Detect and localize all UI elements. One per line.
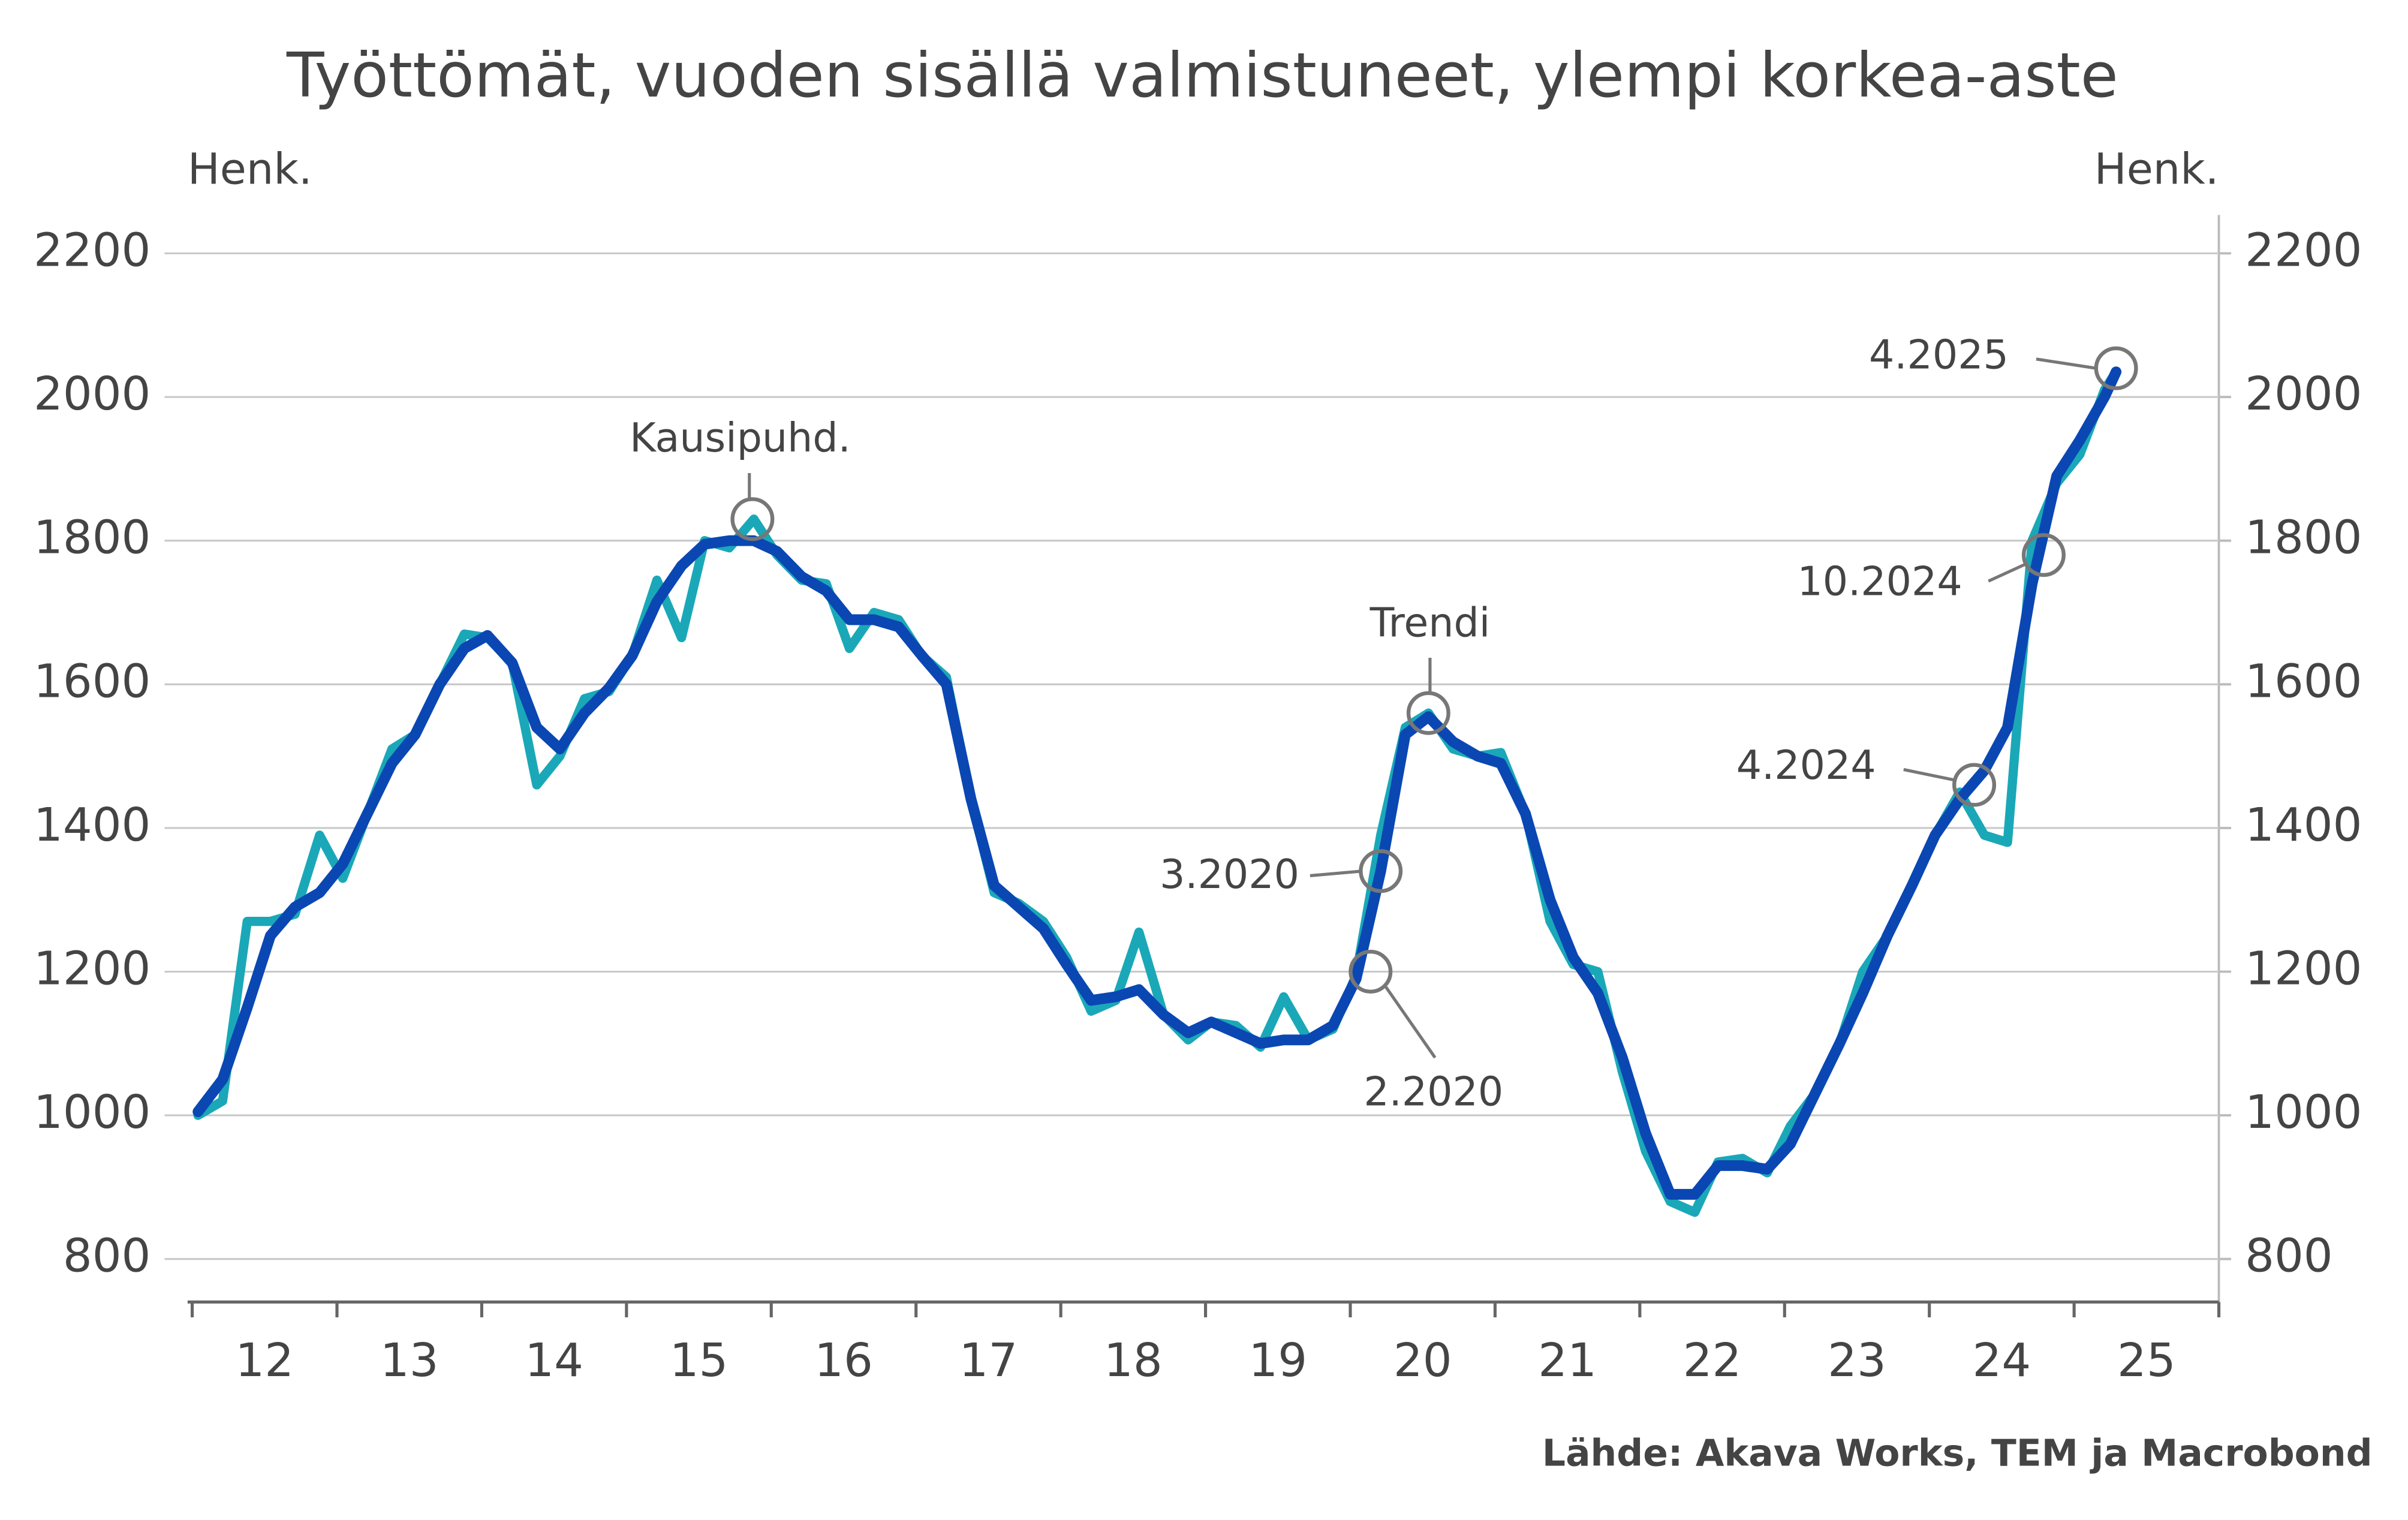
annotation-leader (2036, 357, 2097, 370)
series-line (192, 366, 2122, 1200)
annotation-leader (1384, 986, 1437, 1059)
y2-tick-label: 1600 (2245, 655, 2362, 708)
annotation-circle (2094, 346, 2138, 390)
annotation-circle (730, 497, 775, 541)
x-tick-label: 19 (1248, 1334, 1307, 1387)
y2-tick-label: 1000 (2245, 1086, 2362, 1139)
x-tick-label: 23 (1828, 1334, 1886, 1387)
x-tick-label: 16 (814, 1334, 873, 1387)
annotation-leader (1310, 869, 1363, 878)
y2-axis-label: Henk. (2094, 143, 2219, 194)
x-tick-label: 15 (670, 1334, 729, 1387)
x-tick-label: 12 (235, 1334, 294, 1387)
y2-tick-label: 1800 (2245, 511, 2362, 565)
annotation-leader (1903, 767, 1956, 782)
annotation-label: 10.2024 (1797, 558, 1962, 604)
annotation-label: Kausipuhd. (630, 414, 851, 461)
annotation-label: Trendi (1369, 599, 1491, 646)
x-tick-label: 24 (1973, 1334, 2031, 1387)
chart-title: Työttömät, vuoden sisällä valmistuneet, … (286, 40, 2118, 112)
annotation-label: 4.2024 (1736, 742, 1876, 788)
annotation-leader (1988, 562, 2026, 583)
y-tick-label: 1600 (34, 655, 150, 708)
y-tick-label: 2000 (34, 368, 150, 421)
y-tick-label: 2200 (34, 224, 150, 277)
x-tick-label: 20 (1393, 1334, 1452, 1387)
y2-tick-label: 1400 (2245, 799, 2362, 852)
x-tick-label: 21 (1538, 1334, 1597, 1387)
y2-tick-label: 800 (2245, 1230, 2333, 1283)
x-tick-label: 22 (1683, 1334, 1742, 1387)
annotation-label: 4.2025 (1869, 331, 2009, 378)
y-tick-label: 1000 (34, 1086, 150, 1139)
y-tick-label: 1200 (34, 942, 150, 995)
x-tick-label: 17 (959, 1334, 1018, 1387)
y2-tick-label: 1200 (2245, 942, 2362, 995)
y2-tick-label: 2000 (2245, 368, 2362, 421)
annotation-circle (2021, 533, 2066, 577)
annotation-label: 2.2020 (1363, 1068, 1503, 1115)
source-note: Lähde: Akava Works, TEM ja Macrobond (1542, 1432, 2373, 1475)
y-axis-label: Henk. (188, 143, 312, 194)
x-tick-label: 25 (2117, 1334, 2176, 1387)
annotation-circle (1952, 763, 1997, 807)
series-line (193, 367, 2121, 1217)
y2-tick-label: 2200 (2245, 224, 2362, 277)
annotation-label: 3.2020 (1160, 851, 1299, 898)
annotation-circle (1349, 950, 1393, 994)
x-tick-label: 13 (380, 1334, 439, 1387)
x-tick-label: 18 (1104, 1334, 1163, 1387)
annotation-circle (1406, 691, 1450, 735)
y-tick-label: 1400 (34, 799, 150, 852)
x-tick-label: 14 (525, 1334, 583, 1387)
y-tick-label: 1800 (34, 511, 150, 565)
y-tick-label: 800 (63, 1230, 151, 1283)
